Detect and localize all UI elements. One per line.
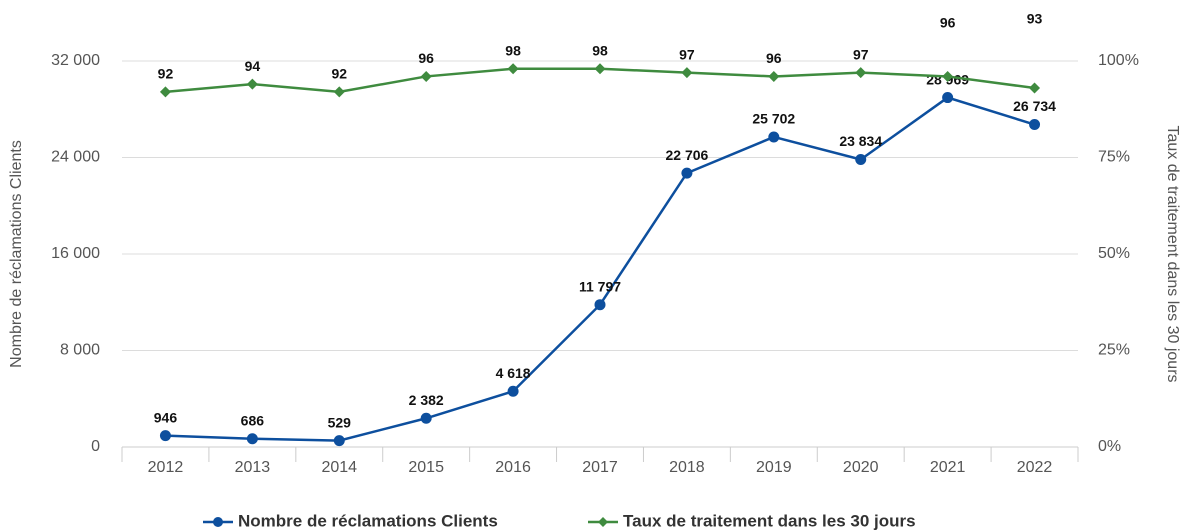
data-label: 92 — [331, 66, 347, 82]
y2-tick-label: 75% — [1098, 149, 1130, 166]
x-tick-label: 2022 — [1017, 459, 1053, 476]
y-tick-label: 32 000 — [51, 52, 100, 69]
x-tick-label: 2015 — [408, 459, 444, 476]
data-label: 11 797 — [579, 278, 621, 294]
marker — [681, 167, 693, 179]
y2-axis-title: Taux de traitement dans les 30 jours — [1164, 125, 1181, 382]
marker — [333, 435, 345, 447]
marker — [246, 78, 258, 90]
data-label: 96 — [418, 50, 434, 66]
y2-tick-label: 0% — [1098, 438, 1121, 455]
x-tick-label: 2021 — [930, 459, 966, 476]
marker — [420, 412, 432, 424]
data-label: 96 — [766, 50, 782, 66]
x-tick-label: 2017 — [582, 459, 618, 476]
data-label: 686 — [241, 412, 265, 428]
data-label: 98 — [505, 42, 521, 58]
y2-tick-label: 100% — [1098, 52, 1139, 69]
legend-marker — [213, 517, 223, 527]
data-label: 98 — [592, 42, 608, 58]
marker — [768, 131, 780, 143]
series-line — [165, 96, 1035, 442]
x-tick-label: 2012 — [148, 459, 184, 476]
y2-tick-label: 25% — [1098, 342, 1130, 359]
marker — [507, 63, 519, 75]
data-label: 4 618 — [496, 365, 531, 381]
marker — [507, 385, 519, 397]
y-tick-label: 0 — [91, 438, 100, 455]
marker — [768, 70, 780, 82]
data-label: 97 — [679, 46, 695, 62]
data-label: 23 834 — [839, 133, 882, 149]
marker — [942, 70, 954, 82]
marker — [594, 63, 606, 75]
x-tick-label: 2019 — [756, 459, 792, 476]
data-label: 97 — [853, 46, 869, 62]
marker — [159, 430, 171, 442]
data-label: 22 706 — [665, 147, 708, 163]
legend-label: Nombre de réclamations Clients — [238, 511, 498, 530]
y-tick-label: 8 000 — [60, 342, 100, 359]
marker — [1029, 119, 1041, 131]
marker — [594, 299, 606, 311]
x-tick-label: 2016 — [495, 459, 531, 476]
marker — [333, 86, 345, 98]
data-label: 2 382 — [409, 392, 444, 408]
y-tick-label: 24 000 — [51, 149, 100, 166]
data-label: 94 — [245, 58, 261, 74]
marker — [246, 433, 258, 445]
marker — [855, 154, 867, 166]
data-label: 26 734 — [1013, 98, 1056, 114]
data-label: 946 — [154, 409, 178, 425]
data-label: 529 — [328, 414, 352, 430]
y-tick-label: 16 000 — [51, 245, 100, 262]
legend-marker — [598, 517, 608, 527]
x-tick-label: 2018 — [669, 459, 705, 476]
marker — [420, 70, 432, 82]
data-label: 92 — [158, 66, 174, 82]
legend-label: Taux de traitement dans les 30 jours — [623, 511, 916, 530]
marker — [1029, 82, 1041, 94]
marker — [855, 67, 867, 79]
y-axis-title: Nombre de réclamations Clients — [8, 140, 25, 368]
marker — [681, 67, 693, 79]
x-tick-label: 2014 — [321, 459, 357, 476]
x-tick-label: 2013 — [235, 459, 271, 476]
marker — [942, 92, 954, 104]
marker — [159, 86, 171, 98]
data-label: 25 702 — [752, 111, 795, 127]
data-label: 96 — [940, 15, 956, 31]
x-tick-label: 2020 — [843, 459, 879, 476]
data-label: 93 — [1027, 11, 1043, 27]
y2-tick-label: 50% — [1098, 245, 1130, 262]
